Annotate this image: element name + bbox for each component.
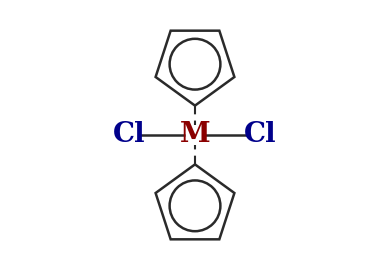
Text: Cl: Cl — [244, 122, 277, 148]
Text: M: M — [180, 122, 210, 148]
Text: Cl: Cl — [113, 122, 146, 148]
